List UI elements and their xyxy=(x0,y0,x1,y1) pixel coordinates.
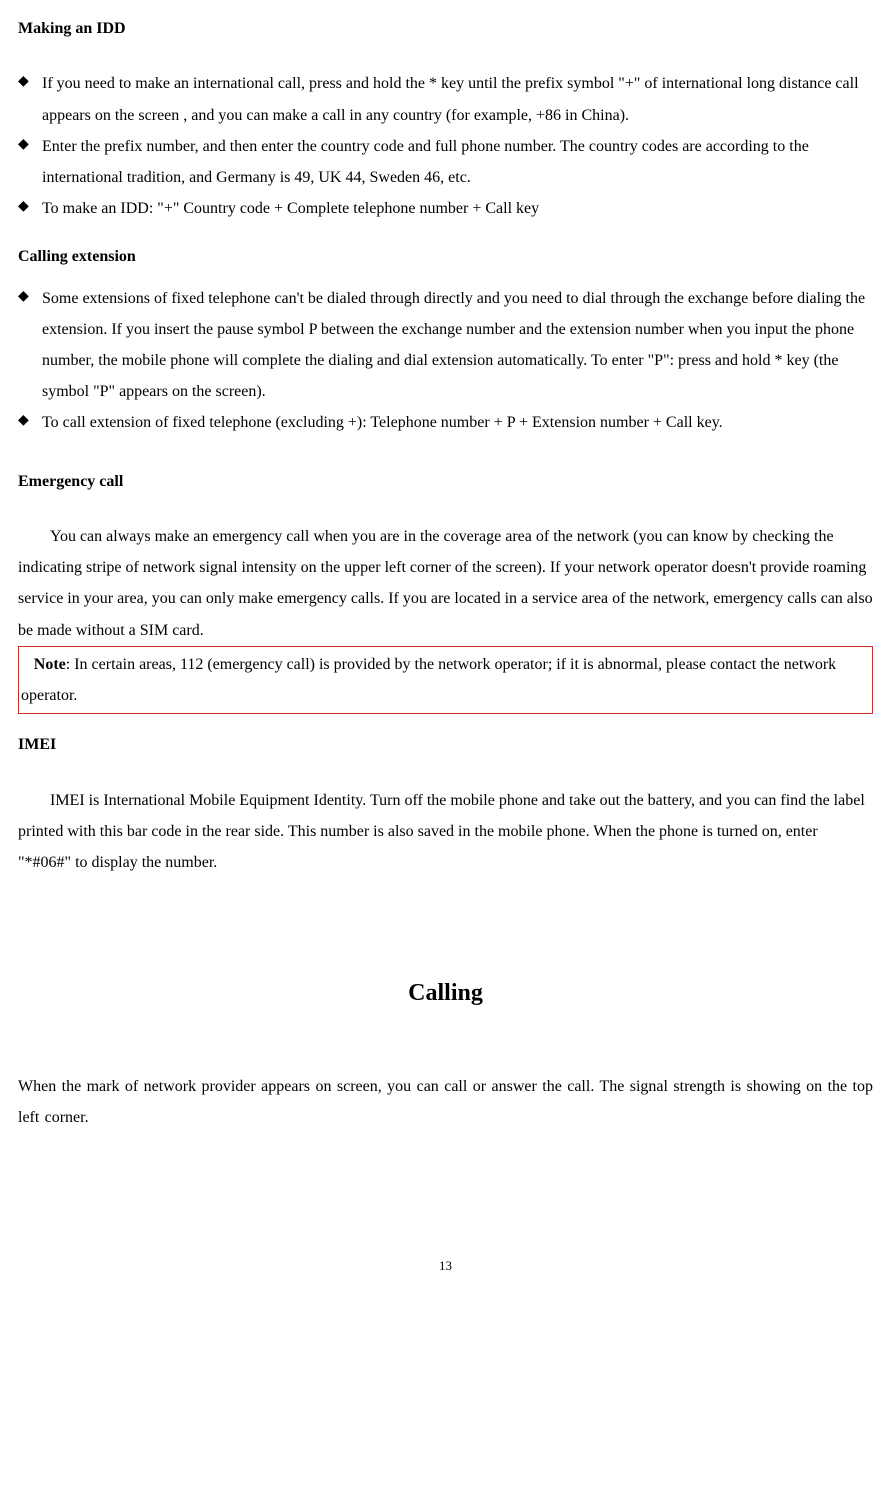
page-number: 13 xyxy=(18,1253,873,1278)
section-title-imei: IMEI xyxy=(18,734,873,756)
emergency-text: You can always make an emergency call wh… xyxy=(18,528,873,639)
note-box: Note: In certain areas, 112 (emergency c… xyxy=(18,646,873,714)
chapter-title-calling: Calling xyxy=(18,970,873,1017)
note-label: Note xyxy=(34,656,66,673)
imei-body: IMEI is International Mobile Equipment I… xyxy=(18,792,865,871)
list-item: To call extension of fixed telephone (ex… xyxy=(18,407,873,438)
idd-list: If you need to make an international cal… xyxy=(18,68,873,224)
list-item: If you need to make an international cal… xyxy=(18,68,873,130)
note-text: : In certain areas, 112 (emergency call)… xyxy=(21,656,836,704)
section-title-emergency: Emergency call xyxy=(18,471,873,493)
emergency-body: You can always make an emergency call wh… xyxy=(18,521,873,646)
section-title-extension: Calling extension xyxy=(18,246,873,268)
list-item: Some extensions of fixed telephone can't… xyxy=(18,283,873,408)
extension-list: Some extensions of fixed telephone can't… xyxy=(18,283,873,439)
list-item: To make an IDD: "+" Country code + Compl… xyxy=(18,193,873,224)
section-title-idd: Making an IDD xyxy=(18,18,873,40)
imei-body-wrap: IMEI is International Mobile Equipment I… xyxy=(18,785,873,879)
chapter-body: When the mark of network provider appear… xyxy=(18,1071,873,1133)
list-item: Enter the prefix number, and then enter … xyxy=(18,131,873,193)
